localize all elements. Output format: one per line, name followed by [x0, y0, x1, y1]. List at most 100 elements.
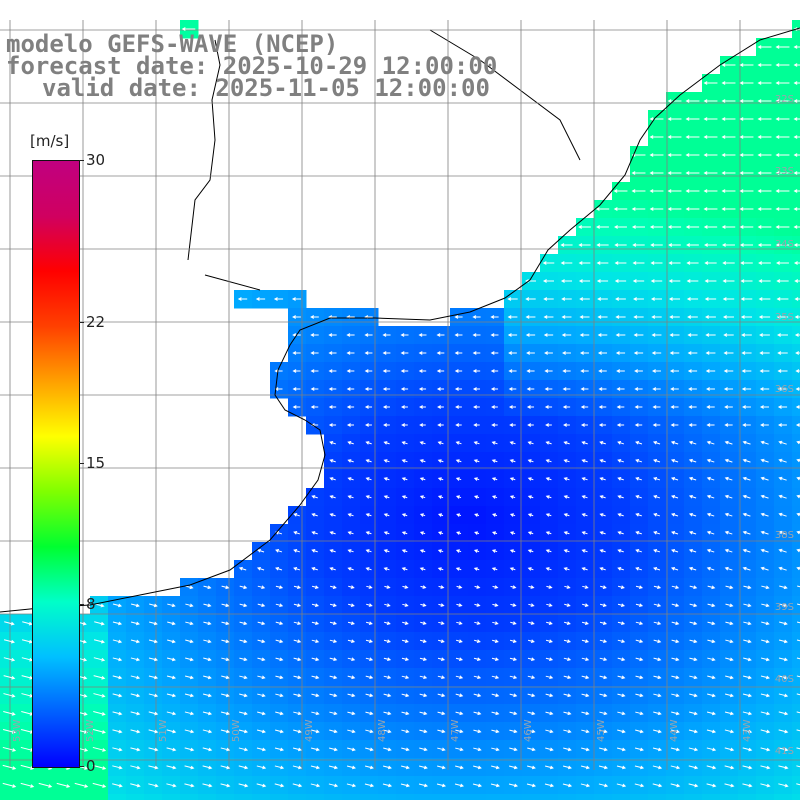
- longitude-label: 47W: [450, 719, 461, 742]
- wind-arrow: [761, 603, 770, 608]
- wind-cell: [792, 614, 800, 633]
- wind-arrow: [614, 243, 627, 247]
- wind-arrow: [364, 333, 373, 337]
- wind-arrow: [667, 153, 682, 157]
- wind-arrow: [112, 711, 123, 716]
- wind-arrow: [743, 657, 752, 662]
- wind-arrow: [596, 225, 609, 229]
- wind-arrow: [384, 585, 391, 589]
- latitude-label: 39S: [774, 602, 794, 613]
- wind-arrow: [257, 621, 266, 626]
- wind-arrow: [795, 387, 800, 391]
- wind-arrow: [599, 621, 608, 625]
- wind-arrow: [454, 351, 463, 355]
- wind-arrow: [328, 765, 339, 770]
- wind-arrow: [613, 207, 628, 211]
- wind-arrow: [760, 729, 771, 734]
- wind-arrow: [706, 729, 717, 734]
- wind-arrow: [473, 747, 482, 752]
- wind-arrow: [545, 747, 554, 752]
- wind-arrow: [617, 621, 626, 626]
- wind-arrow: [793, 225, 800, 229]
- wind-arrow: [667, 135, 682, 139]
- wind-arrow: [777, 405, 788, 409]
- wind-arrow: [527, 441, 534, 445]
- wind-arrow: [653, 458, 661, 463]
- wind-arrow: [112, 783, 123, 788]
- wind-cell: [720, 794, 739, 800]
- wind-arrow: [544, 369, 553, 373]
- wind-arrow: [184, 693, 195, 698]
- wind-arrow: [94, 621, 105, 626]
- wind-arrow: [635, 603, 644, 608]
- wind-cell: [792, 470, 800, 489]
- wind-arrow: [310, 315, 319, 319]
- wind-arrow: [796, 476, 800, 481]
- wind-arrow: [742, 512, 751, 517]
- wind-arrow: [292, 387, 301, 391]
- wind-arrow: [545, 477, 552, 481]
- wind-arrow: [685, 135, 700, 139]
- wind-arrow: [382, 369, 391, 373]
- wind-arrow: [579, 315, 590, 319]
- wind-cell: [450, 794, 469, 800]
- wind-arrow: [545, 639, 553, 643]
- wind-arrow: [455, 729, 464, 734]
- wind-arrow: [703, 189, 718, 193]
- wind-arrow: [509, 441, 516, 445]
- wind-cell: [792, 380, 800, 399]
- wind-arrow: [401, 747, 410, 752]
- wind-arrow: [545, 441, 552, 445]
- wind-arrow: [793, 171, 800, 175]
- wind-arrow: [438, 639, 445, 643]
- wind-arrow: [599, 549, 606, 553]
- longitude-label: 45W: [596, 719, 607, 742]
- wind-arrow: [437, 693, 446, 698]
- wind-arrow: [346, 783, 357, 788]
- wind-arrow: [293, 603, 302, 608]
- wind-arrow: [364, 405, 373, 409]
- wind-arrow: [418, 351, 427, 355]
- wind-arrow: [776, 261, 789, 265]
- wind-arrow: [653, 531, 661, 535]
- wind-arrow: [274, 783, 285, 788]
- wind-arrow: [599, 675, 608, 680]
- wind-arrow: [437, 423, 444, 427]
- wind-arrow: [757, 207, 772, 211]
- wind-arrow: [401, 477, 408, 481]
- wind-arrow: [776, 333, 788, 337]
- wind-arrow: [653, 603, 662, 608]
- wind-arrow: [724, 548, 733, 553]
- coastline: [0, 27, 800, 613]
- wind-arrow: [759, 405, 770, 409]
- wind-arrow: [635, 549, 642, 553]
- wind-arrow: [509, 423, 516, 427]
- wind-arrow: [706, 765, 717, 770]
- wind-arrow: [347, 711, 356, 716]
- wind-arrow: [667, 117, 682, 121]
- wind-arrow: [474, 531, 480, 535]
- wind-arrow: [400, 387, 409, 391]
- wind-arrow: [456, 603, 463, 607]
- wind-arrow: [689, 711, 698, 716]
- wind-arrow: [419, 513, 426, 517]
- wind-arrow: [724, 693, 734, 698]
- wind-cell: [432, 794, 451, 800]
- wind-arrow: [667, 225, 682, 229]
- wind-arrow: [92, 782, 107, 788]
- wind-arrow: [490, 351, 499, 355]
- wind-arrow: [703, 207, 718, 211]
- wind-arrow: [578, 261, 591, 265]
- wind-arrow: [563, 729, 572, 734]
- wind-arrow: [239, 621, 248, 626]
- wind-arrow: [596, 243, 609, 247]
- wind-arrow: [509, 711, 518, 716]
- wind-arrow: [668, 297, 681, 301]
- wind-arrow: [562, 369, 571, 373]
- wind-arrow: [329, 729, 338, 734]
- wind-arrow: [616, 369, 625, 373]
- wind-arrow: [705, 369, 716, 373]
- wind-arrow: [777, 387, 788, 391]
- wind-arrow: [544, 765, 554, 770]
- wind-arrow: [2, 728, 16, 734]
